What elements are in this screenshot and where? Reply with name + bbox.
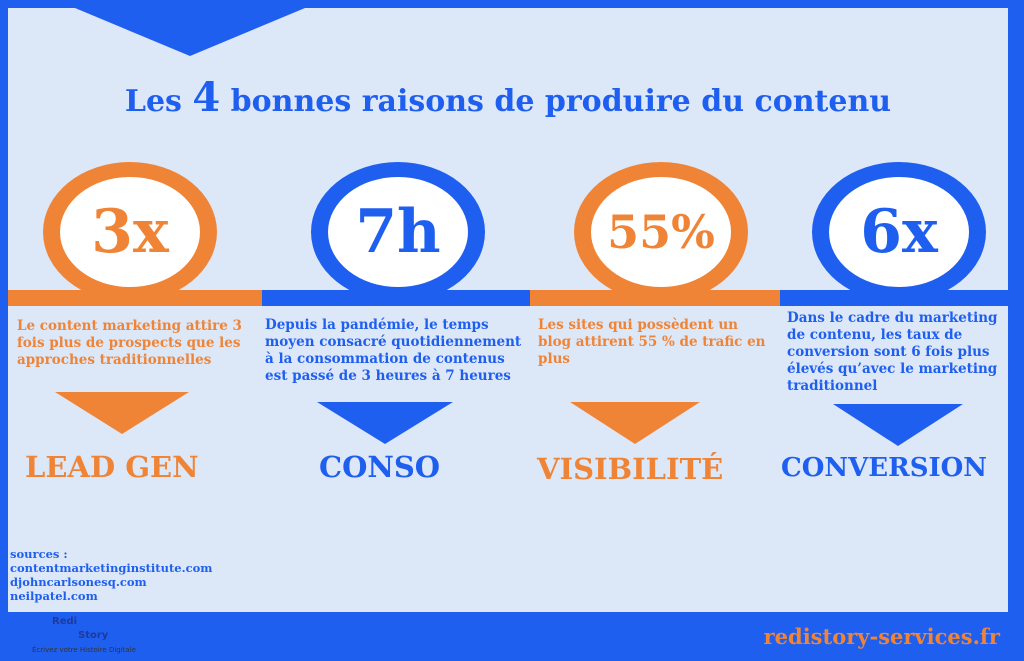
description-conso: Depuis la pandémie, le temps moyen consa…: [265, 317, 522, 384]
description-conversion: Dans le cadre du marketing de contenu, l…: [787, 310, 998, 394]
arrow-conversion: [833, 404, 963, 446]
arrow-lead-gen: [55, 392, 189, 434]
source-link[interactable]: neilpatel.com: [10, 589, 98, 603]
stat-ring-visibilite: 55%: [574, 162, 748, 302]
source-link[interactable]: djohncarlsonesq.com: [10, 575, 147, 589]
source-link[interactable]: contentmarketinginstitute.com: [10, 561, 213, 575]
redistory-logo: Redi Story Écrivez votre Histoire Digita…: [32, 612, 182, 658]
sources-heading: sources :: [10, 547, 68, 561]
description-visibilite: Les sites qui possèdent un blog attirent…: [538, 317, 766, 367]
stat-ring-conversion: 6x: [812, 162, 986, 302]
stat-value: 55%: [591, 177, 731, 287]
arrow-visibilite: [570, 402, 700, 444]
stat-value: 7h: [328, 177, 468, 287]
stat-ring-conso: 7h: [311, 162, 485, 302]
logo-word-1: Redi: [52, 616, 78, 627]
description-lead-gen: Le content marketing attire 3 fois plus …: [17, 318, 242, 368]
arrow-conso: [317, 402, 453, 444]
top-notch-decoration: [75, 8, 305, 56]
label-conso: CONSO: [319, 450, 441, 484]
label-visibilite: VISIBILITÉ: [537, 452, 724, 486]
label-conversion: CONVERSION: [781, 453, 988, 483]
logo-tagline: Écrivez votre Histoire Digitale: [32, 646, 136, 654]
label-lead-gen: LEAD GEN: [25, 450, 199, 484]
logo-word-2: Story: [78, 630, 109, 641]
stat-value: 3x: [60, 177, 200, 287]
sources-block: sources : contentmarketinginstitute.com …: [10, 547, 212, 603]
stat-value: 6x: [829, 177, 969, 287]
site-url[interactable]: redistory-services.fr: [763, 624, 1000, 649]
page-title: Les 4 bonnes raisons de produire du cont…: [124, 74, 892, 121]
stat-ring-lead-gen: 3x: [43, 162, 217, 302]
infographic-panel: [8, 8, 1008, 612]
